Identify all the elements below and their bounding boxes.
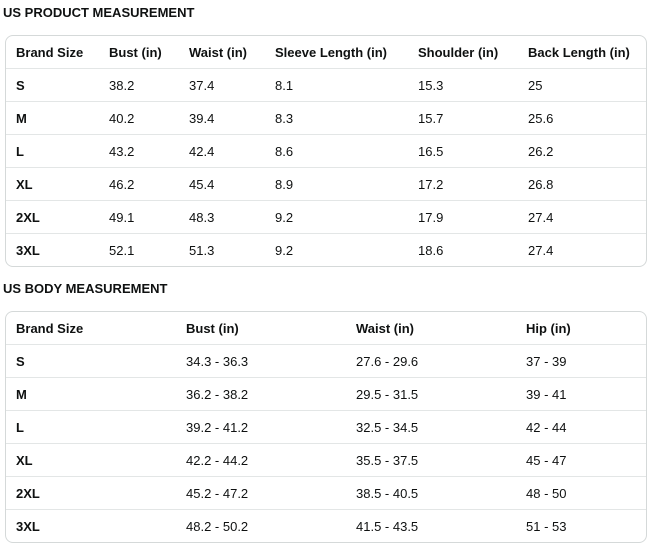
cell: 36.2 - 38.2: [176, 378, 346, 411]
section-title: US PRODUCT MEASUREMENT: [3, 5, 195, 20]
cell: 45.4: [179, 168, 265, 201]
header-cell: Brand Size: [6, 312, 176, 345]
header-cell: Shoulder (in): [408, 36, 518, 69]
cell: 42.4: [179, 135, 265, 168]
cell: 39.4: [179, 102, 265, 135]
cell: 15.7: [408, 102, 518, 135]
row: L 39.2 - 41.2 32.5 - 34.5 42 - 44: [6, 411, 646, 444]
cell: 39.2 - 41.2: [176, 411, 346, 444]
cell: 27.4: [528, 242, 554, 258]
header-cell: Waist (in): [346, 312, 516, 345]
table-box: Brand Size Bust (in) Waist (in) Hip (in) S 34…: [5, 311, 647, 543]
cell: 9.2: [275, 242, 294, 258]
cell: 42 - 44: [516, 411, 646, 444]
cell: 27.4: [518, 201, 646, 234]
header-cell: Bust (in): [176, 312, 346, 345]
cell: S: [6, 345, 176, 378]
header-cell: Hip (in): [516, 312, 646, 345]
header-row: Brand Size Bust (in) Waist (in) Sleeve Leng…: [6, 36, 646, 69]
section-title: US BODY MEASUREMENT: [3, 281, 168, 296]
row: L 43.2 42.4 8.6 16.5 26.2: [6, 135, 646, 168]
cell: 37.4: [179, 69, 265, 102]
cell: M: [6, 102, 99, 135]
cell: 42.2 - 44.2: [176, 444, 346, 477]
cell: 9.2: [265, 201, 408, 234]
cell: 27.6 - 29.6: [346, 345, 516, 378]
row: 2XL 45.2 - 47.2 38.5 - 40.5 48 - 50: [6, 477, 646, 510]
cell: 51.3: [189, 242, 215, 258]
cell: 17.9: [408, 201, 518, 234]
cell: 38.2: [99, 69, 179, 102]
cell: 45.2 - 47.2: [176, 477, 346, 510]
row: 3XL 48.2 - 50.2 41.5 - 43.5 51 - 53: [6, 510, 646, 542]
cell: 40.2: [99, 102, 179, 135]
cell: 8.3: [265, 102, 408, 135]
cell: 45 - 47: [516, 444, 646, 477]
cell: 48.2 - 50.2: [186, 518, 249, 534]
cell: XL: [6, 168, 99, 201]
cell: 17.2: [408, 168, 518, 201]
cell: 49.1: [99, 201, 179, 234]
cell: 26.8: [518, 168, 646, 201]
cell: 26.2: [518, 135, 646, 168]
cell: 2XL: [6, 201, 99, 234]
row: S 34.3 - 36.3 27.6 - 29.6 37 - 39: [6, 345, 646, 378]
cell: 39 - 41: [516, 378, 646, 411]
cell: 32.5 - 34.5: [346, 411, 516, 444]
row: 2XL 49.1 48.3 9.2 17.9 27.4: [6, 201, 646, 234]
cell: 29.5 - 31.5: [346, 378, 516, 411]
cell: M: [6, 378, 176, 411]
cell: 8.6: [265, 135, 408, 168]
cell: 3XL: [16, 518, 40, 534]
cell: 3XL: [16, 242, 40, 258]
cell: 46.2: [99, 168, 179, 201]
cell: 48 - 50: [516, 477, 646, 510]
cell: 51 - 53: [526, 518, 567, 534]
cell: 18.6: [418, 242, 444, 258]
cell: L: [6, 411, 176, 444]
row: XL 42.2 - 44.2 35.5 - 37.5 45 - 47: [6, 444, 646, 477]
row: M 40.2 39.4 8.3 15.7 25.6: [6, 102, 646, 135]
cell: 43.2: [99, 135, 179, 168]
cell: L: [6, 135, 99, 168]
cell: 38.5 - 40.5: [346, 477, 516, 510]
table: Brand Size Bust (in) Waist (in) Hip (in) S 34…: [6, 312, 646, 542]
cell: 48.3: [179, 201, 265, 234]
cell: 2XL: [6, 477, 176, 510]
row: S 38.2 37.4 8.1 15.3 25: [6, 69, 646, 102]
row: M 36.2 - 38.2 29.5 - 31.5 39 - 41: [6, 378, 646, 411]
row: 3XL 52.1 51.3 9.2 18.6 27.4: [6, 234, 646, 266]
table: Brand Size Bust (in) Waist (in) Sleeve Leng…: [6, 36, 646, 266]
cell: 34.3 - 36.3: [176, 345, 346, 378]
cell: XL: [6, 444, 176, 477]
cell: 37 - 39: [516, 345, 646, 378]
cell: 25.6: [518, 102, 646, 135]
cell: 35.5 - 37.5: [346, 444, 516, 477]
table-box: Brand Size Bust (in) Waist (in) Sleeve Leng…: [5, 35, 647, 267]
header-row: Brand Size Bust (in) Waist (in) Hip (in): [6, 312, 646, 345]
cell: 8.9: [265, 168, 408, 201]
header-cell: Bust (in): [99, 36, 179, 69]
header-cell: Waist (in): [179, 36, 265, 69]
row: XL 46.2 45.4 8.9 17.2 26.8: [6, 168, 646, 201]
cell: 52.1: [109, 242, 135, 258]
cell: 41.5 - 43.5: [356, 518, 419, 534]
cell: 25: [518, 69, 646, 102]
cell: S: [6, 69, 99, 102]
cell: 8.1: [265, 69, 408, 102]
header-cell: Back Length (in): [518, 36, 646, 69]
header-cell: Sleeve Length (in): [265, 36, 408, 69]
header-cell: Brand Size: [6, 36, 99, 69]
cell: 15.3: [408, 69, 518, 102]
cell: 16.5: [408, 135, 518, 168]
